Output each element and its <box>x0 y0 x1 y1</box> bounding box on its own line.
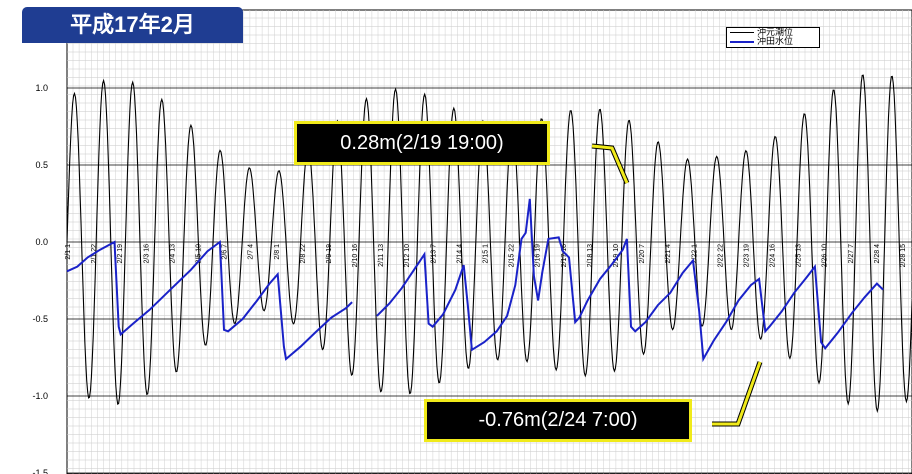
y-tick-label: -1.0 <box>32 391 48 401</box>
x-tick-label: 2/16 19 <box>535 244 542 267</box>
legend-label-water: 沖田水位 <box>757 36 794 46</box>
y-tick-label: 0.5 <box>35 160 48 170</box>
x-tick-label: 2/8 1 <box>274 244 281 260</box>
callout-peak: 0.28m(2/19 19:00) <box>294 121 550 165</box>
y-tick-label: -1.5 <box>32 468 48 474</box>
x-tick-label: 2/27 7 <box>848 244 855 264</box>
x-tick-label: 2/13 7 <box>430 244 437 264</box>
x-tick-label: 2/23 19 <box>743 244 750 267</box>
x-tick-label: 2/22 1 <box>691 244 698 264</box>
legend-item-tide: 沖元潮位 <box>727 28 819 37</box>
x-tick-label: 2/7 4 <box>248 244 255 260</box>
x-tick-label: 2/1 1 <box>65 244 72 260</box>
y-axis: 1.0 0.5 0.0 -0.5 -1.0 -1.5 <box>32 83 48 474</box>
title-badge: 平成17年2月 <box>22 7 243 43</box>
x-tick-label: 2/8 22 <box>300 244 307 264</box>
water-level-segment <box>66 240 353 361</box>
x-tick-label: 2/25 13 <box>796 244 803 267</box>
x-tick-label: 2/24 16 <box>770 244 777 267</box>
x-tick-label: 2/28 4 <box>874 244 881 264</box>
y-tick-label: 1.0 <box>35 83 48 93</box>
callout-arrows <box>591 143 763 427</box>
x-tick-label: 2/22 22 <box>717 244 724 267</box>
legend-swatch-water <box>730 40 754 43</box>
x-tick-label: 2/21 4 <box>665 244 672 264</box>
x-tick-label: 2/18 13 <box>587 244 594 267</box>
x-tick-label: 2/4 13 <box>169 244 176 264</box>
callout-low: -0.76m(2/24 7:00) <box>424 399 692 442</box>
x-tick-label: 2/3 16 <box>143 244 150 264</box>
grid <box>67 10 912 474</box>
x-tick-label: 2/28 15 <box>900 244 907 267</box>
x-tick-label: 2/6 7 <box>222 244 229 260</box>
legend: 沖元潮位 沖田水位 <box>726 27 820 48</box>
legend-item-water: 沖田水位 <box>727 37 819 46</box>
x-tick-label: 2/17 16 <box>561 244 568 267</box>
x-tick-label: 2/2 19 <box>117 244 124 264</box>
x-tick-label: 2/12 10 <box>404 244 411 267</box>
water-level-segment <box>376 198 884 363</box>
x-tick-label: 2/10 16 <box>352 244 359 267</box>
arrow-low <box>712 361 762 426</box>
x-tick-label: 2/15 1 <box>483 244 490 264</box>
legend-label-tide: 沖元潮位 <box>757 27 794 37</box>
x-tick-label: 2/20 7 <box>639 244 646 264</box>
y-tick-label: 0.0 <box>35 237 48 247</box>
arrow-peak <box>591 144 629 184</box>
legend-swatch-tide <box>730 32 754 33</box>
y-tick-label: -0.5 <box>32 314 48 324</box>
x-tick-label: 2/19 10 <box>613 244 620 267</box>
series-tide-line <box>66 74 912 414</box>
x-tick-label: 2/15 22 <box>509 244 516 267</box>
x-tick-label: 2/14 4 <box>456 244 463 264</box>
series-water-level <box>66 198 884 363</box>
x-tick-label: 2/11 13 <box>378 244 385 267</box>
